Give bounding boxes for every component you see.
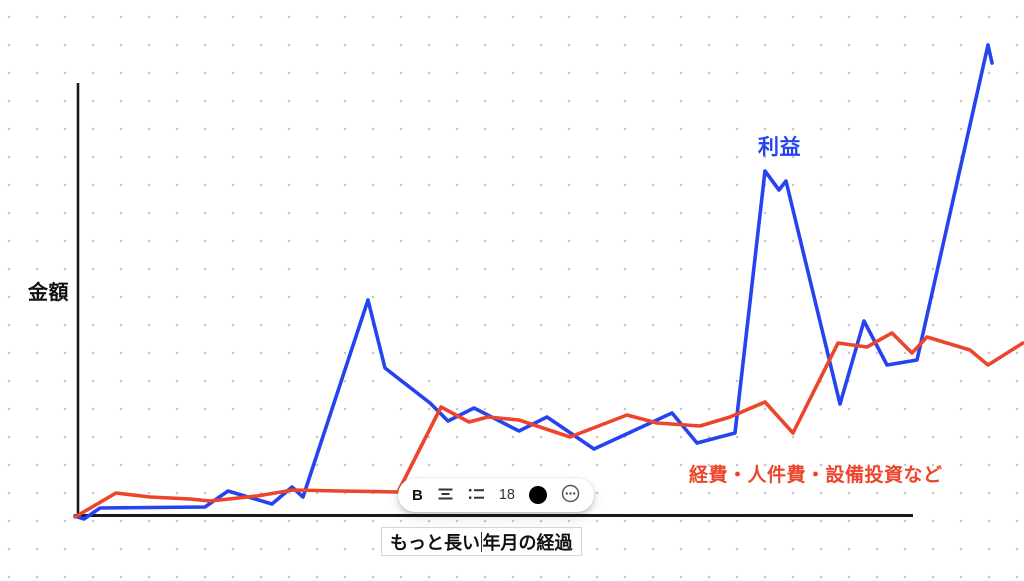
x-axis-label-text-input[interactable]: もっと長い 年月の経過 — [381, 527, 582, 556]
bulleted-list-button[interactable] — [468, 487, 485, 504]
expense-line[interactable] — [73, 331, 1024, 519]
more-options-button[interactable] — [561, 484, 580, 506]
align-center-button[interactable] — [437, 487, 454, 504]
font-size-button[interactable]: 18 — [498, 487, 515, 503]
text-after-caret: 年月の経過 — [482, 532, 573, 553]
align-center-icon — [437, 487, 454, 504]
text-color-swatch-icon — [528, 486, 547, 504]
more-options-icon — [561, 484, 580, 506]
text-caret — [480, 531, 482, 552]
profit-line-label[interactable]: 利益 — [758, 136, 801, 159]
text-format-toolbar: B 18 — [398, 478, 594, 512]
expense-line-label[interactable]: 経費・人件費・設備投資など — [689, 465, 943, 486]
profit-line[interactable] — [73, 43, 994, 521]
y-axis-label[interactable]: 金額 — [28, 282, 69, 304]
text-before-caret: もっと長い — [390, 532, 480, 553]
text-color-button[interactable] — [528, 486, 547, 504]
bulleted-list-icon — [468, 487, 485, 504]
bold-button[interactable]: B — [412, 486, 423, 504]
